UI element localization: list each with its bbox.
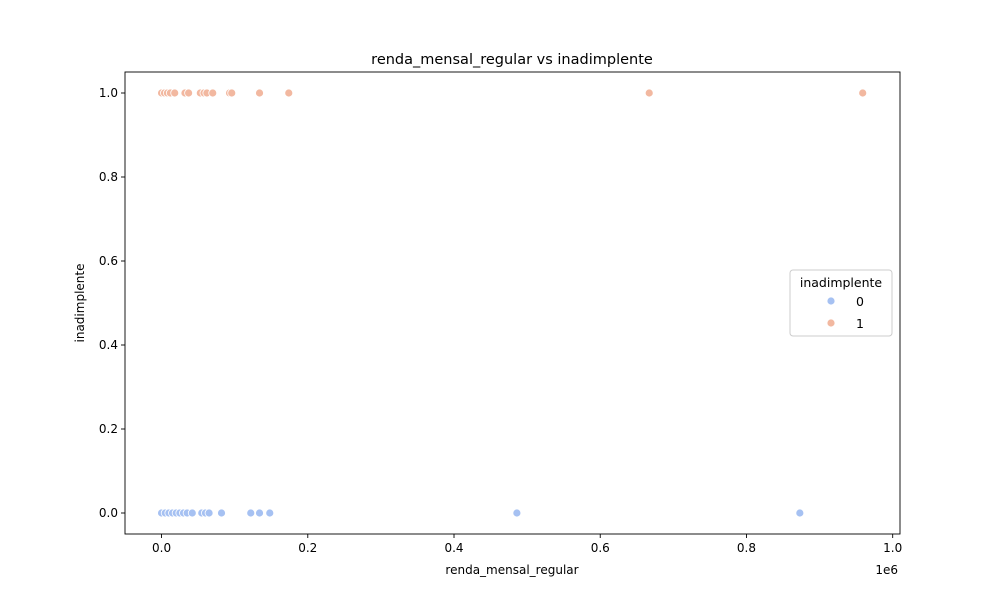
- x-axis-offset-label: 1e6: [875, 563, 898, 577]
- y-tick-label: 0.6: [99, 254, 118, 268]
- x-tick-label: 0.4: [444, 541, 463, 555]
- data-point-series-0: [187, 508, 197, 518]
- y-axis: 0.0 0.2 0.4 0.6 0.8 1.0: [99, 86, 125, 520]
- legend-label: 1: [856, 316, 864, 331]
- legend-box: [789, 269, 893, 337]
- data-point-series-1: [644, 88, 654, 98]
- chart-title: renda_mensal_regular vs inadimplente: [371, 52, 653, 68]
- y-tick-label: 0.4: [99, 338, 118, 352]
- x-tick-label: 0.8: [737, 541, 756, 555]
- y-axis-label: inadimplente: [73, 264, 87, 343]
- y-tick-label: 1.0: [99, 86, 118, 100]
- x-tick-label: 0.6: [591, 541, 610, 555]
- data-point-series-0: [795, 508, 805, 518]
- data-point-series-1: [170, 88, 180, 98]
- data-point-series-0: [217, 508, 226, 518]
- data-point-series-1: [858, 88, 868, 98]
- data-point-series-1: [284, 88, 294, 98]
- data-point-series-0: [246, 508, 256, 518]
- data-point-series-1: [184, 88, 194, 98]
- x-tick-label: 0.2: [298, 541, 317, 555]
- legend-title: inadimplente: [800, 275, 883, 290]
- y-tick-label: 0.8: [99, 170, 118, 184]
- y-tick-label: 0.0: [99, 506, 118, 520]
- data-point-series-0: [512, 508, 522, 518]
- plot-frame: [124, 71, 901, 535]
- y-tick-label: 0.2: [99, 422, 118, 436]
- legend-label: 0: [856, 294, 864, 309]
- data-point-series-1: [227, 88, 237, 98]
- data-point-series-1: [208, 88, 218, 98]
- data-point-series-1: [255, 88, 264, 98]
- data-point-series-0: [204, 508, 214, 518]
- x-tick-label: 0.0: [152, 541, 171, 555]
- data-points: [157, 88, 868, 518]
- legend: inadimplente 01: [789, 269, 893, 337]
- legend-marker: [826, 318, 836, 328]
- legend-items: 01: [826, 294, 864, 331]
- legend-marker: [826, 296, 836, 306]
- data-point-series-0: [265, 508, 275, 518]
- x-tick-label: 1.0: [883, 541, 902, 555]
- data-point-series-0: [255, 508, 264, 518]
- x-axis: 0.0 0.2 0.4 0.6 0.8 1.0: [152, 534, 902, 555]
- x-axis-label: renda_mensal_regular: [445, 563, 578, 577]
